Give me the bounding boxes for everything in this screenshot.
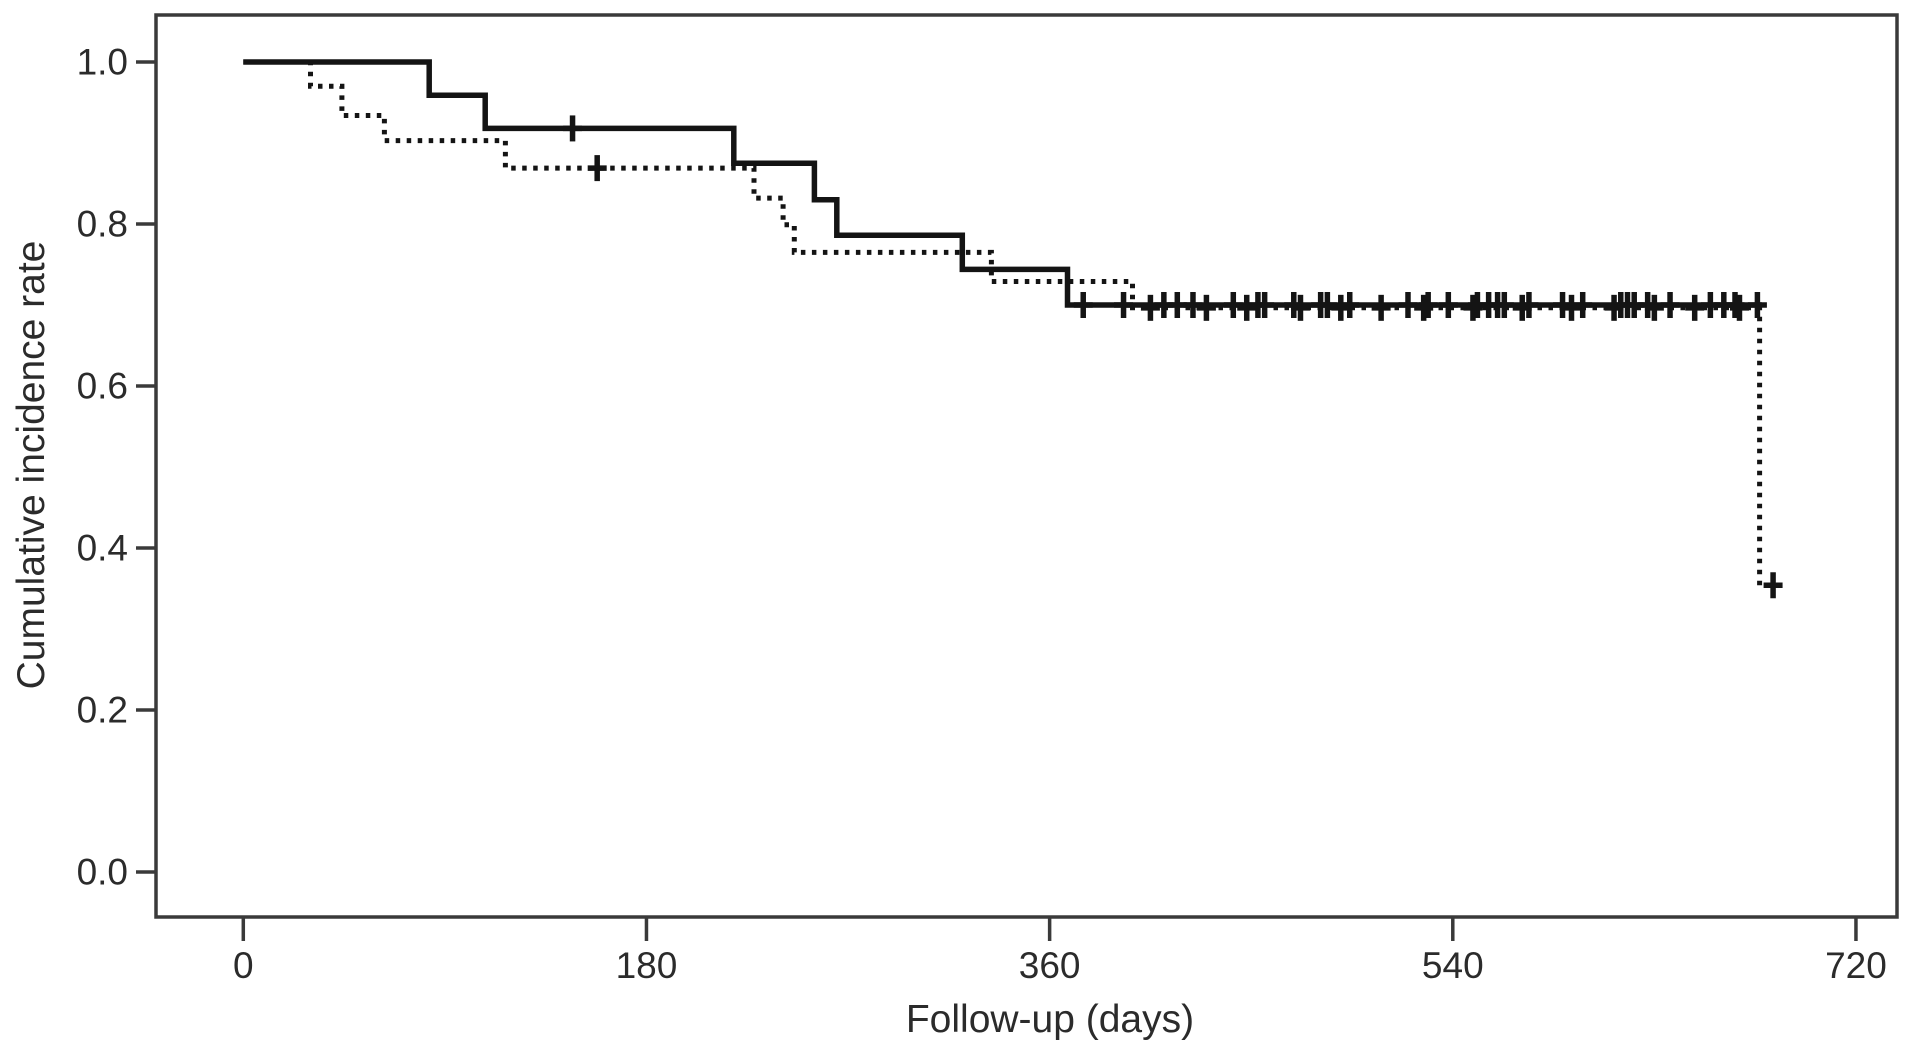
x-tick-label: 720 (1825, 945, 1887, 986)
y-tick-label: 0.0 (77, 852, 128, 893)
plot-border (154, 13, 1899, 919)
plot-background (156, 15, 1897, 917)
censor-marks-dotted (587, 155, 1783, 599)
x-tick-label: 0 (233, 945, 254, 986)
y-axis-title: Cumulative incidence rate (10, 241, 53, 690)
y-tick-label: 0.2 (77, 690, 128, 731)
survival-curve-solid (243, 59, 1762, 308)
series-layer (243, 59, 1783, 599)
y-tick-label: 0.8 (77, 204, 128, 245)
y-tick-label: 1.0 (77, 42, 128, 83)
survival-curve-dotted (243, 59, 1776, 588)
x-axis: 0 180 360 540 720 (233, 917, 1887, 986)
censor-marks-solid (563, 115, 1767, 318)
x-tick-label: 180 (616, 945, 678, 986)
y-axis: 1.0 0.8 0.6 0.4 0.2 0.0 (77, 42, 156, 893)
x-tick-label: 540 (1422, 945, 1484, 986)
y-tick-label: 0.4 (77, 528, 128, 569)
y-tick-label: 0.6 (77, 366, 128, 407)
x-axis-title: Follow-up (days) (906, 998, 1194, 1041)
x-tick-label: 360 (1019, 945, 1081, 986)
